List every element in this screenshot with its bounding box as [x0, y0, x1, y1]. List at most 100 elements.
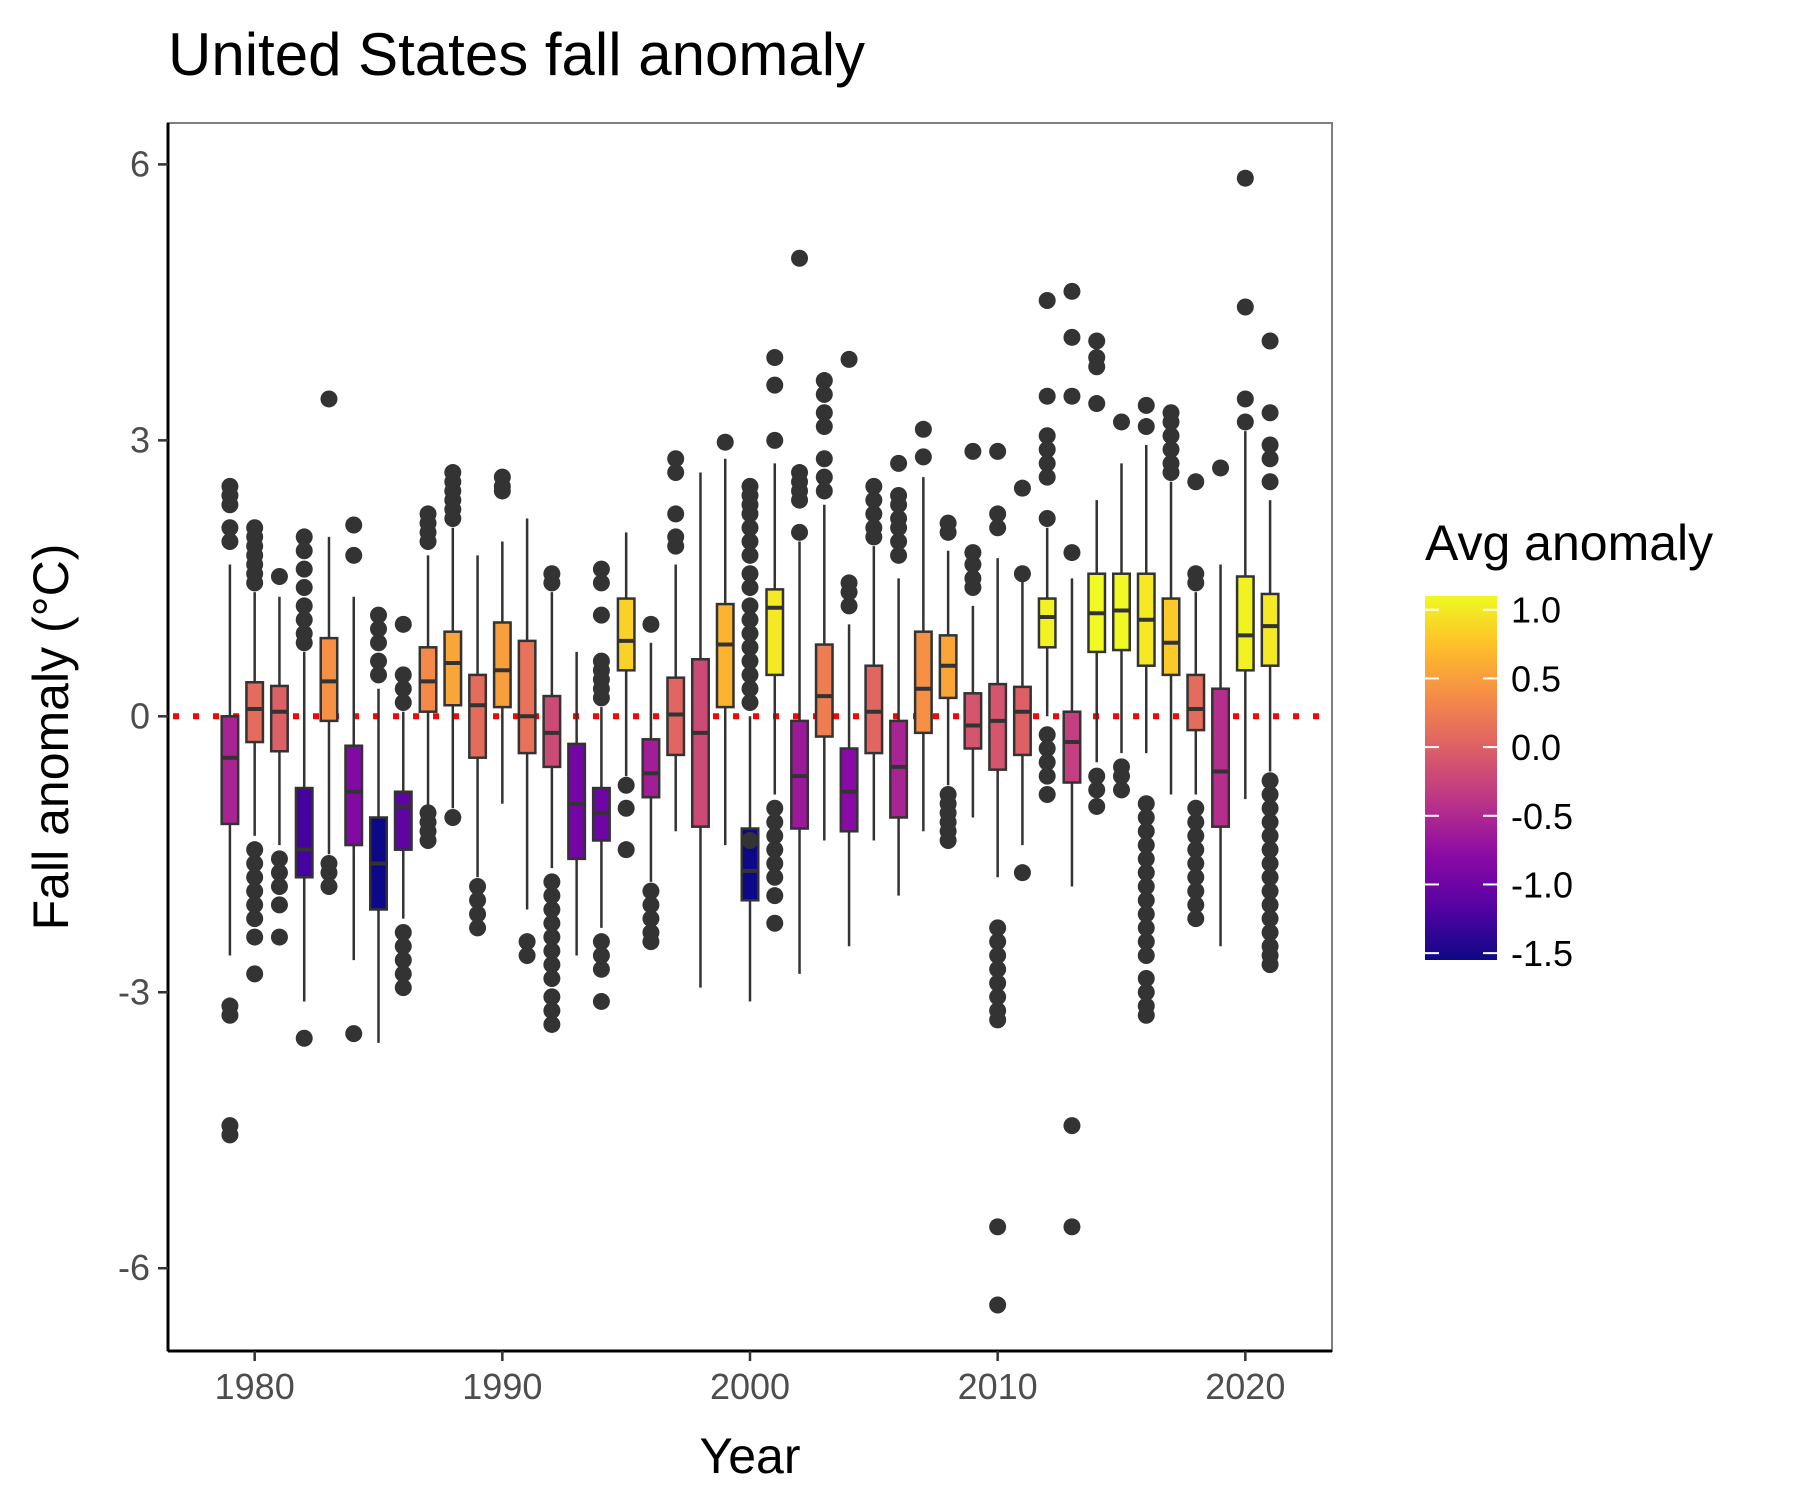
outlier-point	[1038, 387, 1056, 405]
outlier-point	[1137, 418, 1155, 436]
box-1986	[393, 615, 413, 997]
outlier-point	[1038, 726, 1056, 744]
outlier-point	[592, 689, 610, 707]
outlier-point	[370, 652, 388, 670]
outlier-point	[865, 528, 883, 546]
outlier-point	[592, 606, 610, 624]
outlier-point	[1261, 956, 1279, 974]
outlier-point	[320, 390, 338, 408]
outlier-point	[543, 928, 561, 946]
outlier-point	[667, 505, 685, 523]
box-1994	[591, 560, 611, 1010]
box-1987	[418, 505, 438, 849]
outlier-point	[543, 873, 561, 891]
outlier-point	[295, 579, 313, 597]
box-2003	[814, 372, 834, 841]
outlier-point	[246, 928, 264, 946]
outlier-point	[1137, 905, 1155, 923]
outlier-point	[1038, 510, 1056, 528]
outlier-point	[914, 420, 932, 438]
outlier-point	[766, 349, 784, 367]
outlier-point	[989, 1296, 1007, 1314]
outlier-point	[1187, 473, 1205, 491]
outlier-point	[791, 249, 809, 267]
outlier-point	[989, 505, 1007, 523]
outlier-point	[1013, 565, 1031, 583]
x-axis-ticks: 1980 1990 2000 2010 2020	[215, 1351, 1285, 1407]
outlier-point	[543, 1015, 561, 1033]
box-2013	[1062, 282, 1082, 1236]
outlier-point	[1137, 850, 1155, 868]
outlier-point	[989, 919, 1007, 937]
outlier-point	[766, 854, 784, 872]
outlier-point	[741, 652, 759, 670]
outlier-point	[295, 560, 313, 578]
outlier-point	[295, 597, 313, 615]
outlier-point	[791, 491, 809, 509]
legend-ticks: 1.0 0.5 0.0 -0.5 -1.0 -1.5	[1425, 590, 1573, 974]
outlier-point	[295, 1029, 313, 1047]
box-iqr	[517, 639, 537, 755]
outlier-point	[543, 1002, 561, 1020]
outlier-point	[270, 928, 288, 946]
box-iqr	[988, 682, 1008, 771]
legend-tick-label: -1.5	[1511, 933, 1573, 974]
outlier-point	[469, 877, 487, 895]
outlier-point	[1261, 436, 1279, 454]
outlier-point	[989, 988, 1007, 1006]
outlier-point	[543, 988, 561, 1006]
outlier-point	[766, 813, 784, 831]
outlier-point	[295, 528, 313, 546]
outlier-point	[741, 638, 759, 656]
box-iqr	[443, 630, 463, 707]
outlier-point	[394, 680, 412, 698]
box-iqr	[294, 786, 314, 879]
outlier-point	[444, 510, 462, 528]
box-iqr	[269, 684, 289, 753]
x-axis-title: Year	[699, 1428, 800, 1484]
outlier-point	[989, 1218, 1007, 1236]
outlier-point	[939, 523, 957, 541]
outlier-point	[815, 372, 833, 390]
boxplot-layer	[220, 169, 1280, 1314]
box-2011	[1012, 479, 1032, 882]
box-iqr	[468, 673, 488, 759]
outlier-point	[469, 919, 487, 937]
outlier-point	[1137, 891, 1155, 909]
outlier-point	[667, 450, 685, 468]
outlier-point	[1088, 395, 1106, 413]
box-iqr	[889, 719, 909, 819]
outlier-point	[642, 910, 660, 928]
outlier-point	[741, 533, 759, 551]
outlier-point	[221, 496, 239, 514]
outlier-point	[543, 942, 561, 960]
legend-tick-label: -1.0	[1511, 864, 1573, 905]
box-2004	[839, 350, 859, 947]
outlier-point	[1236, 169, 1254, 187]
legend-tick-label: 1.0	[1511, 590, 1561, 631]
y-axis-ticks: 6 3 0 -3 -6	[118, 143, 168, 1288]
box-iqr	[715, 602, 735, 709]
outlier-point	[1137, 983, 1155, 1001]
box-1997	[666, 450, 686, 832]
box-1989	[468, 555, 488, 937]
outlier-point	[989, 1011, 1007, 1029]
outlier-point	[1038, 427, 1056, 445]
outlier-point	[295, 611, 313, 629]
outlier-point	[370, 666, 388, 684]
outlier-point	[1038, 753, 1056, 771]
outlier-point	[890, 546, 908, 564]
outlier-point	[394, 965, 412, 983]
outlier-point	[221, 533, 239, 551]
box-iqr	[1235, 575, 1255, 672]
outlier-point	[1038, 292, 1056, 310]
outlier-point	[1137, 919, 1155, 937]
outlier-point	[741, 680, 759, 698]
outlier-point	[1137, 877, 1155, 895]
outlier-point	[1162, 427, 1180, 445]
outlier-point	[1187, 799, 1205, 817]
box-iqr	[220, 715, 240, 826]
box-2020	[1235, 169, 1255, 800]
outlier-point	[964, 556, 982, 574]
outlier-point	[766, 887, 784, 905]
